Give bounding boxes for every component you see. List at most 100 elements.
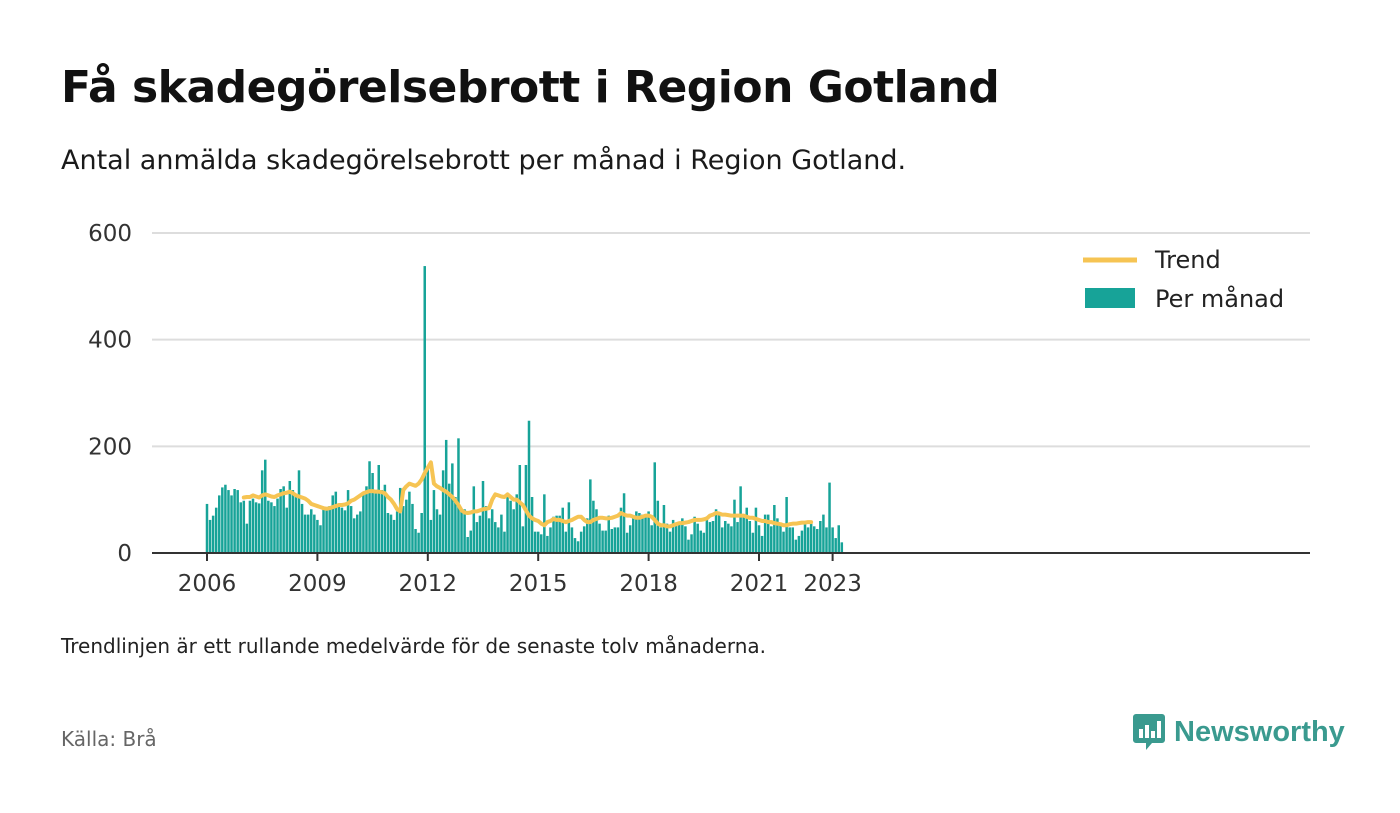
bar xyxy=(770,526,773,553)
bar xyxy=(487,518,491,553)
bar xyxy=(656,500,660,553)
bar xyxy=(536,531,540,553)
bar xyxy=(579,531,583,553)
legend: Trend Per månad xyxy=(1083,246,1284,313)
bar xyxy=(380,490,384,553)
bar xyxy=(398,487,402,553)
bar xyxy=(794,539,798,553)
bar xyxy=(494,522,497,553)
bar xyxy=(809,523,813,553)
bar xyxy=(733,499,736,553)
bar xyxy=(371,473,374,553)
bar xyxy=(782,531,785,553)
bar xyxy=(816,529,819,553)
bar xyxy=(386,513,390,553)
bar xyxy=(674,523,678,553)
bar xyxy=(221,487,224,553)
bar xyxy=(441,470,445,553)
bar xyxy=(573,538,577,553)
y-tick-label: 400 xyxy=(88,328,132,354)
bar xyxy=(469,530,472,553)
y-tick-label: 0 xyxy=(117,541,132,567)
bar xyxy=(402,506,405,553)
bar xyxy=(681,518,684,553)
bar xyxy=(512,509,515,553)
bar xyxy=(760,535,764,553)
bar-series-per-manad xyxy=(205,266,844,553)
gridlines xyxy=(152,232,1310,448)
bar xyxy=(727,523,730,553)
bar xyxy=(411,503,414,553)
bar xyxy=(251,498,255,553)
bar xyxy=(359,511,362,553)
bar xyxy=(604,530,607,553)
bar xyxy=(319,525,322,553)
bar xyxy=(503,531,506,553)
bar xyxy=(757,525,761,553)
bar xyxy=(343,510,347,553)
bar xyxy=(426,467,430,553)
bar xyxy=(478,515,482,553)
bar xyxy=(423,266,426,553)
newsworthy-logo[interactable]: Newsworthy xyxy=(1132,712,1345,752)
bar xyxy=(665,523,669,553)
bar xyxy=(466,537,469,553)
bar xyxy=(205,503,209,553)
bar xyxy=(659,527,663,553)
bar xyxy=(444,439,448,553)
bar xyxy=(233,489,236,553)
bar xyxy=(509,500,512,553)
bar xyxy=(702,532,706,553)
bar xyxy=(484,506,488,553)
bar xyxy=(607,515,610,553)
bar xyxy=(567,502,571,553)
bar xyxy=(374,490,377,553)
trend-line xyxy=(241,460,814,529)
bar xyxy=(490,509,494,553)
bar xyxy=(475,522,479,553)
bar xyxy=(739,486,742,553)
x-tick-label: 2015 xyxy=(509,571,568,597)
bar xyxy=(451,463,454,553)
bar xyxy=(432,490,436,553)
bar xyxy=(806,527,810,553)
x-tick-label: 2021 xyxy=(730,571,789,597)
bar xyxy=(638,513,641,553)
bar xyxy=(644,514,647,553)
bar xyxy=(395,511,399,553)
bar xyxy=(297,470,301,553)
bar xyxy=(687,539,690,553)
bar xyxy=(242,500,246,553)
bar xyxy=(294,494,298,553)
bar xyxy=(736,522,739,553)
bar xyxy=(564,531,568,553)
bar xyxy=(448,483,451,553)
bar xyxy=(613,527,617,553)
bar xyxy=(408,491,411,553)
bar xyxy=(273,506,276,553)
bar xyxy=(392,519,396,553)
bar xyxy=(546,535,549,553)
bar xyxy=(356,514,359,553)
bar xyxy=(214,507,218,553)
bar xyxy=(527,420,531,553)
bar xyxy=(696,523,699,553)
bar xyxy=(641,514,644,553)
bar xyxy=(282,486,285,553)
x-axis-ticks: 2006 2009 2012 2015 2018 2021 2023 xyxy=(178,553,862,597)
bar xyxy=(264,459,267,553)
bar xyxy=(208,519,212,553)
bar xyxy=(745,507,748,553)
bar xyxy=(362,493,365,553)
bar xyxy=(717,513,721,553)
bar xyxy=(825,527,828,553)
bar xyxy=(668,531,672,553)
bar xyxy=(619,507,623,553)
bar xyxy=(684,526,687,553)
bar xyxy=(552,516,555,553)
newsworthy-brand-name: Newsworthy xyxy=(1174,715,1345,748)
newsworthy-logo-icon xyxy=(1133,714,1165,750)
bar xyxy=(635,511,638,553)
bar xyxy=(438,514,442,553)
bar xyxy=(420,513,423,553)
